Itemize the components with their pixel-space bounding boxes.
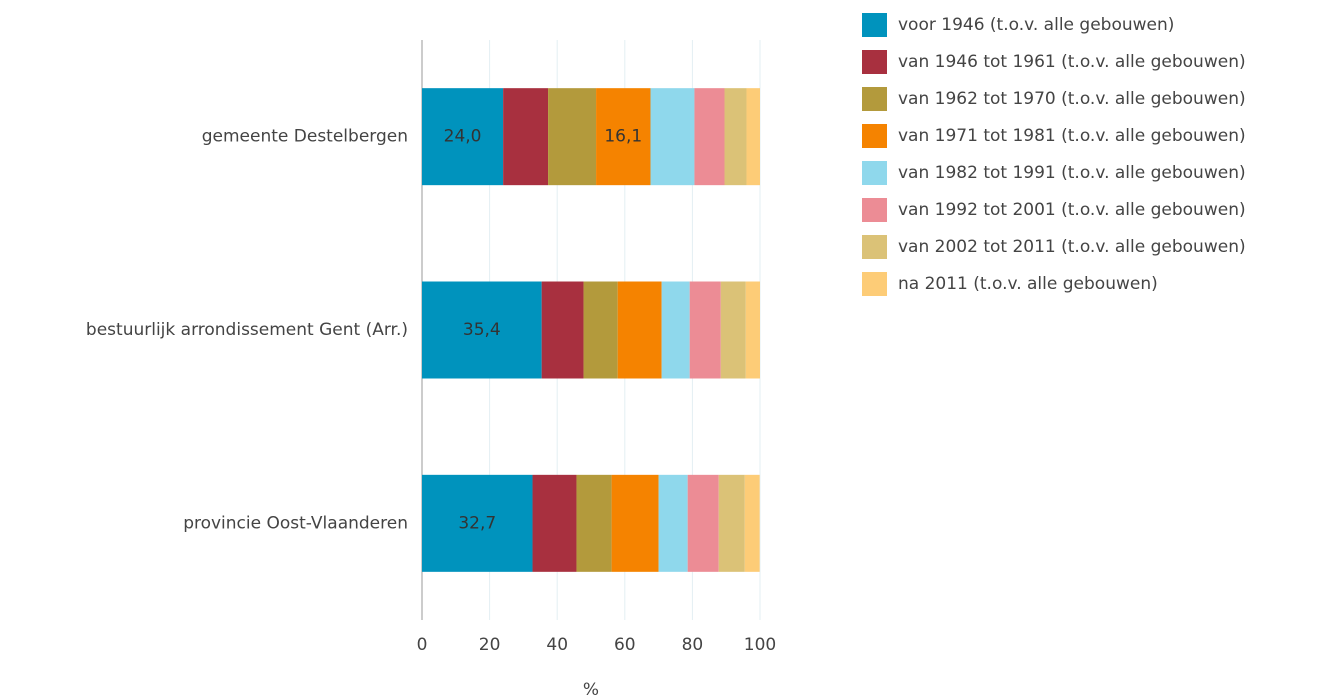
legend-swatch bbox=[862, 272, 887, 296]
bar-segment bbox=[718, 474, 745, 572]
legend-label: voor 1946 (t.o.v. alle gebouwen) bbox=[898, 15, 1174, 35]
bar-segment bbox=[745, 281, 760, 379]
legend-swatch bbox=[862, 161, 887, 185]
legend-swatch bbox=[862, 50, 887, 74]
legend-label: na 2011 (t.o.v. alle gebouwen) bbox=[898, 274, 1158, 294]
bar-segment bbox=[689, 281, 721, 379]
bar-segment bbox=[576, 474, 612, 572]
legend-label: van 2002 tot 2011 (t.o.v. alle gebouwen) bbox=[898, 237, 1246, 257]
bar-segment bbox=[658, 474, 688, 572]
x-tick-label: 40 bbox=[546, 635, 568, 655]
bar-segment bbox=[744, 474, 760, 572]
data-label: 24,0 bbox=[444, 127, 482, 147]
bar-segment bbox=[694, 88, 725, 186]
bar-segment bbox=[422, 474, 533, 572]
data-label: 32,7 bbox=[458, 513, 496, 533]
bar-segment bbox=[541, 281, 584, 379]
x-tick-label: 60 bbox=[614, 635, 636, 655]
legend-label: van 1971 tot 1981 (t.o.v. alle gebouwen) bbox=[898, 126, 1246, 146]
x-tick-label: 100 bbox=[744, 635, 776, 655]
bar-segment bbox=[720, 281, 746, 379]
bar-segment bbox=[596, 88, 651, 186]
bar-segment bbox=[661, 281, 690, 379]
bar-segment bbox=[617, 281, 662, 379]
bar-segment bbox=[503, 88, 549, 186]
bar-segment bbox=[650, 88, 695, 186]
bar-segment bbox=[611, 474, 659, 572]
bar-segment bbox=[583, 281, 618, 379]
y-tick-label: gemeente Destelbergen bbox=[202, 127, 408, 147]
legend-swatch bbox=[862, 13, 887, 37]
y-tick-label: provincie Oost-Vlaanderen bbox=[183, 513, 408, 533]
data-label: 35,4 bbox=[463, 320, 501, 340]
x-tick-label: 20 bbox=[479, 635, 501, 655]
x-tick-label: 0 bbox=[417, 635, 428, 655]
bar-segment bbox=[532, 474, 577, 572]
legend-swatch bbox=[862, 87, 887, 111]
legend-label: van 1982 tot 1991 (t.o.v. alle gebouwen) bbox=[898, 163, 1246, 183]
bar-segment bbox=[422, 281, 542, 379]
legend-label: van 1962 tot 1970 (t.o.v. alle gebouwen) bbox=[898, 89, 1246, 109]
bar-segment bbox=[548, 88, 597, 186]
data-label: 16,1 bbox=[604, 127, 642, 147]
legend-label: van 1992 tot 2001 (t.o.v. alle gebouwen) bbox=[898, 200, 1246, 220]
legend-swatch bbox=[862, 198, 887, 222]
bar-segment bbox=[422, 88, 504, 186]
y-tick-label: bestuurlijk arrondissement Gent (Arr.) bbox=[86, 320, 408, 340]
x-axis-label: % bbox=[583, 680, 599, 700]
legend-label: van 1946 tot 1961 (t.o.v. alle gebouwen) bbox=[898, 52, 1246, 72]
legend-swatch bbox=[862, 235, 887, 259]
legend-swatch bbox=[862, 124, 887, 148]
bar-segment bbox=[746, 88, 760, 186]
bar-segment bbox=[687, 474, 719, 572]
x-tick-label: 80 bbox=[682, 635, 704, 655]
bar-segment bbox=[724, 88, 747, 186]
